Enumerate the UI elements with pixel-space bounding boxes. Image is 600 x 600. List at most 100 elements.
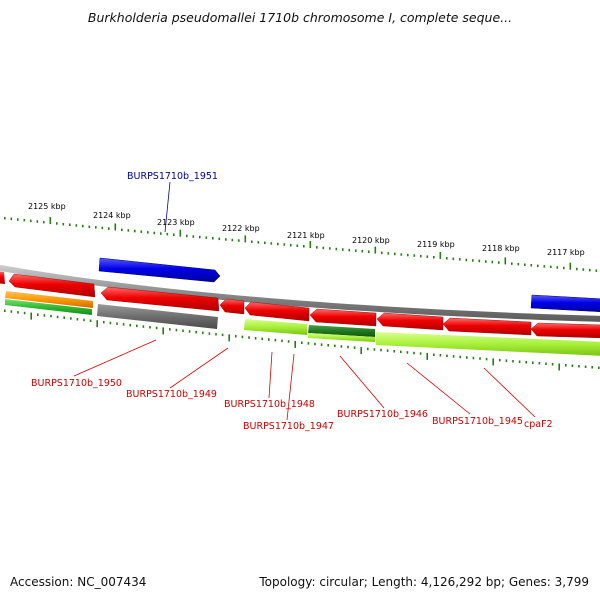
ruler-label-2120: 2120 kbp (352, 236, 390, 245)
ruler-minor-tick (101, 226, 104, 230)
ruler-inner-minor-tick (419, 352, 422, 355)
ruler-minor-tick (264, 241, 266, 245)
ruler-minor-tick (400, 253, 403, 256)
ruler-inner-minor-tick (241, 335, 244, 339)
ruler-label-2118: 2118 kbp (482, 244, 520, 253)
ruler-inner-minor-tick (314, 342, 316, 346)
leader-burps1710b-1950 (73, 339, 157, 377)
ruler-minor-tick (530, 264, 533, 267)
ruler-minor-tick (270, 242, 273, 245)
cds-left-edge[interactable] (0, 271, 5, 284)
ruler-inner-major-tick (360, 347, 362, 355)
ruler-minor-tick (563, 266, 565, 270)
leader-burps1710b-1947 (286, 353, 295, 421)
cds-segment-left[interactable] (8, 273, 96, 298)
lime-feature-3[interactable] (376, 332, 600, 356)
leader-burps1710b-1948 (268, 351, 273, 399)
lime-feature-2[interactable] (308, 333, 375, 342)
cds-right[interactable] (530, 322, 600, 339)
ruler-minor-tick (452, 257, 455, 261)
cds-burps1710b-1945[interactable] (376, 312, 444, 331)
ruler-inner-minor-tick (287, 340, 290, 343)
ruler-inner-minor-tick (591, 366, 593, 369)
ruler-inner-minor-tick (380, 348, 382, 352)
ruler-minor-tick (225, 238, 227, 241)
ruler-minor-tick (368, 250, 370, 253)
label-burps1710b-1951[interactable]: BURPS1710b_1951 (127, 171, 218, 182)
ruler-inner-minor-tick (459, 355, 461, 359)
ruler-minor-tick (459, 258, 461, 261)
green-feature[interactable] (5, 299, 92, 315)
ruler-inner-minor-tick (327, 344, 329, 347)
ruler-label-2124: 2124 kbp (93, 211, 131, 220)
ruler-label-2122: 2122 kbp (222, 224, 260, 233)
gene-burps1710b-1951[interactable] (98, 257, 221, 283)
ruler-minor-ticks-outer (4, 216, 598, 272)
ruler-major-tick (179, 229, 182, 237)
leader-burps1710b-1951 (164, 181, 171, 233)
ruler-minor-tick (36, 220, 39, 223)
ruler-inner-major-tick (492, 358, 494, 366)
ruler-inner-minor-tick (479, 357, 481, 360)
gray-feature[interactable] (97, 304, 218, 329)
ruler-inner-minor-tick (76, 318, 79, 321)
ruler-minor-tick (589, 268, 591, 272)
ruler-inner-minor-tick (208, 332, 211, 335)
label-burps1710b-1950[interactable]: BURPS1710b_1950 (31, 378, 122, 389)
ruler-inner-minor-tick (182, 329, 184, 332)
cds-burps1710b-1948[interactable] (219, 298, 245, 315)
ruler-inner-minor-tick (406, 351, 409, 354)
ruler-minor-tick (30, 219, 32, 223)
ruler-inner-minor-tick (505, 359, 508, 362)
ruler-minor-tick (257, 241, 260, 244)
ruler-minor-tick (218, 237, 221, 241)
ruler-minor-tick (192, 235, 195, 238)
ruler-minor-tick (205, 236, 208, 239)
cds-burps1710b-1946[interactable] (309, 308, 377, 327)
ruler-inner-minor-tick (584, 365, 587, 368)
ruler-minor-tick (316, 246, 318, 249)
ruler-minor-tick (231, 238, 234, 242)
label-cpaf2[interactable]: cpaF2 (524, 419, 553, 430)
ruler-inner-minor-tick (353, 346, 356, 349)
ruler-minor-tick (582, 268, 585, 271)
ruler-inner-minor-tick (400, 350, 402, 354)
cds-burps1710b-1947[interactable] (244, 301, 310, 322)
ruler-inner-minor-tick (433, 353, 435, 356)
ruler-inner-minor-tick (89, 319, 92, 322)
leader-burps1710b-1949 (169, 347, 229, 389)
ruler-inner-minor-tick (268, 338, 270, 341)
ruler-minor-tick (478, 259, 481, 263)
ruler-major-tick (569, 262, 572, 270)
ruler-minor-tick (95, 226, 97, 229)
ruler-minor-tick (511, 262, 513, 265)
ruler-minor-tick (251, 240, 253, 243)
cds-burps1710b-1949[interactable] (100, 286, 220, 312)
ruler-minor-tick (108, 227, 110, 230)
ruler-inner-minor-tick (373, 348, 376, 351)
label-burps1710b-1946[interactable]: BURPS1710b_1946 (337, 409, 428, 420)
cds-cpaf2[interactable] (442, 317, 532, 336)
ruler-minor-tick (17, 218, 19, 221)
ruler-minor-tick (517, 262, 520, 266)
label-burps1710b-1945[interactable]: BURPS1710b_1945 (432, 416, 523, 427)
gene-forward-right[interactable] (530, 294, 600, 312)
ruler-inner-minor-tick (525, 361, 527, 364)
ruler-minor-ticks-inner (4, 309, 600, 371)
accession-label: Accession: NC_007434 (10, 575, 147, 589)
ruler-inner-minor-tick (518, 360, 521, 363)
ruler-inner-minor-tick (598, 366, 600, 369)
ruler-inner-minor-tick (532, 361, 534, 364)
ruler-inner-minor-tick (103, 320, 105, 324)
label-burps1710b-1949[interactable]: BURPS1710b_1949 (126, 389, 217, 400)
ruler-minor-tick (127, 229, 130, 232)
label-burps1710b-1948[interactable]: BURPS1710b_1948 (224, 399, 315, 410)
ruler-minor-tick (121, 228, 123, 232)
ruler-minor-tick (186, 234, 188, 238)
rna-feature[interactable] (5, 291, 93, 308)
ruler-inner-minor-tick (307, 342, 310, 345)
lime-feature-1[interactable] (244, 319, 307, 335)
label-burps1710b-1947[interactable]: BURPS1710b_1947 (243, 421, 334, 432)
ruler-inner-minor-tick (413, 351, 415, 355)
